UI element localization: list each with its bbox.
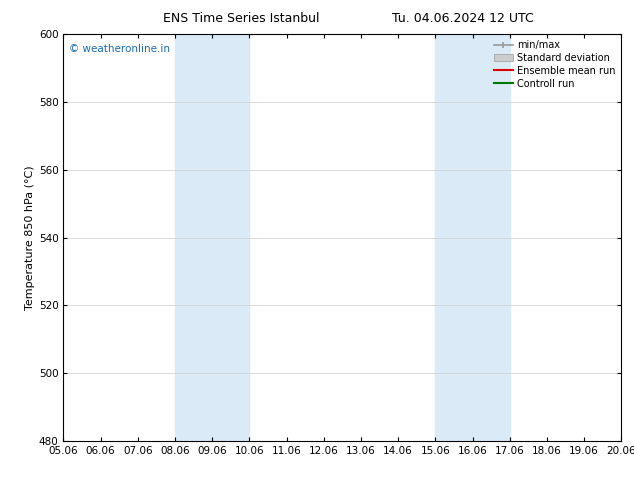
Text: ENS Time Series Istanbul: ENS Time Series Istanbul — [163, 12, 319, 25]
Bar — [436, 34, 510, 441]
Y-axis label: Temperature 850 hPa (°C): Temperature 850 hPa (°C) — [25, 165, 35, 310]
Text: © weatheronline.in: © weatheronline.in — [69, 45, 170, 54]
Bar — [175, 34, 249, 441]
Legend: min/max, Standard deviation, Ensemble mean run, Controll run: min/max, Standard deviation, Ensemble me… — [491, 37, 618, 92]
Text: Tu. 04.06.2024 12 UTC: Tu. 04.06.2024 12 UTC — [392, 12, 534, 25]
